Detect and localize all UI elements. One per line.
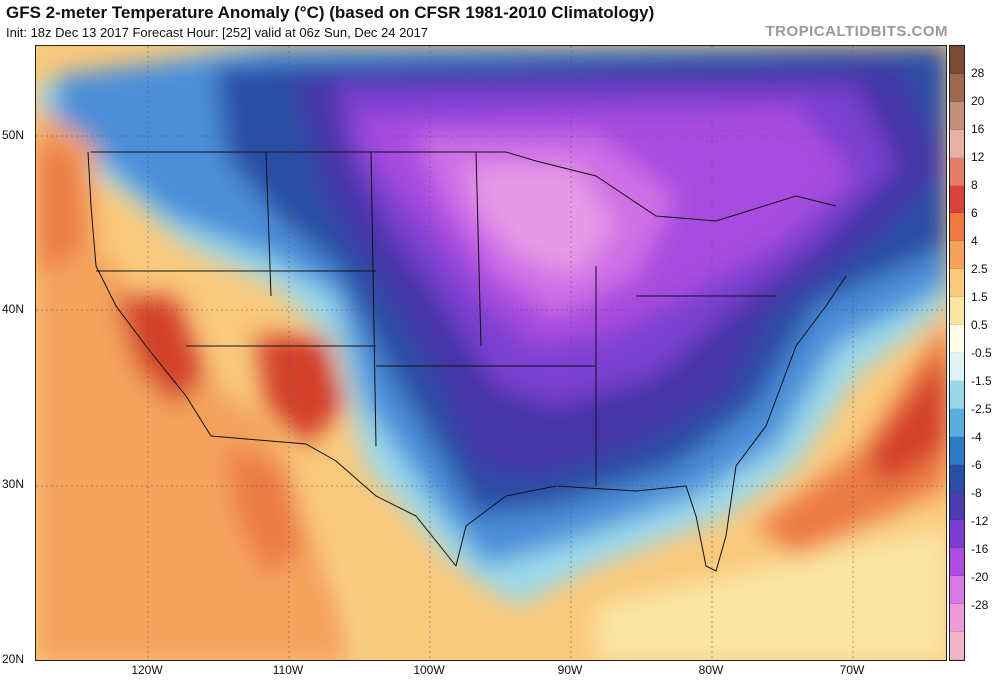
colorbar-label: 0.5 bbox=[971, 318, 988, 332]
state-line-b bbox=[370, 151, 377, 447]
colorbar-segment bbox=[950, 576, 964, 605]
anomaly-field bbox=[36, 46, 946, 660]
colorbar-segment bbox=[950, 269, 964, 298]
us-west-coast bbox=[87, 151, 212, 437]
colorbar-label: 8 bbox=[971, 178, 978, 192]
colorbar-segment bbox=[950, 297, 964, 326]
caribbean-warm-area bbox=[596, 526, 946, 660]
colorbar-segment bbox=[950, 325, 964, 353]
lat-label-30n: 30N bbox=[2, 477, 25, 491]
atlantic-warm-plume bbox=[756, 319, 946, 556]
us-gulf-east-coast bbox=[455, 275, 847, 572]
colorbar-label: 1.5 bbox=[971, 290, 988, 304]
pink-core bbox=[466, 166, 616, 276]
lon-label-80w: 80W bbox=[698, 663, 724, 677]
lat-label-50n: 50N bbox=[2, 128, 25, 142]
us-canada-border bbox=[91, 151, 837, 222]
colorbar-segment bbox=[950, 464, 964, 493]
colorbar-label: 16 bbox=[971, 122, 985, 136]
colorbar-segment bbox=[950, 520, 964, 549]
lon-label-120w: 120W bbox=[131, 663, 163, 677]
lat-label-20n: 20N bbox=[2, 652, 25, 666]
colorbar-segment bbox=[950, 241, 964, 270]
colorbar-segment bbox=[950, 604, 964, 633]
forecast-info: Init: 18z Dec 13 2017 Forecast Hour: [25… bbox=[6, 25, 429, 40]
colorbar-segment bbox=[950, 157, 964, 186]
brand-watermark: TROPICALTIDBITS.COM bbox=[765, 23, 948, 40]
state-line-c bbox=[475, 151, 482, 347]
colorbar-segment bbox=[950, 46, 964, 74]
colorbar-label: -20 bbox=[971, 570, 989, 584]
map-title: GFS 2-meter Temperature Anomaly (°C) (ba… bbox=[6, 3, 655, 22]
colorbar-label: -2.5 bbox=[971, 402, 992, 416]
boundaries bbox=[87, 151, 847, 572]
lon-label-90w: 90W bbox=[557, 663, 583, 677]
colorbar-label: -16 bbox=[971, 542, 989, 556]
atlantic-hot-core bbox=[866, 348, 946, 486]
colorbar-label: -8 bbox=[971, 486, 982, 500]
anomaly-map bbox=[35, 45, 947, 661]
colorbar bbox=[949, 45, 965, 661]
lon-label-100w: 100W bbox=[413, 663, 445, 677]
state-line-a bbox=[265, 151, 272, 297]
colorbar-segment bbox=[950, 101, 964, 130]
colorbar-label: 12 bbox=[971, 150, 985, 164]
southwest-hot-spot bbox=[256, 336, 346, 446]
lon-label-70w: 70W bbox=[839, 663, 865, 677]
colorbar-label: -0.5 bbox=[971, 346, 992, 360]
lat-label-40n: 40N bbox=[2, 302, 25, 316]
colorbar-label: 4 bbox=[971, 234, 978, 248]
colorbar-segment bbox=[950, 213, 964, 242]
colorbar-labels: 28 20 16 12 8 6 4 2.5 1.5 0.5 -0.5 -1.5 -2.5 -4 -6 -8 -1… bbox=[969, 45, 999, 661]
colorbar-segment bbox=[950, 185, 964, 214]
baja-warm-area bbox=[226, 446, 306, 576]
colorbar-segment bbox=[950, 632, 964, 660]
lon-label-110w: 110W bbox=[272, 663, 304, 677]
colorbar-segment bbox=[950, 73, 964, 102]
colorbar-label: -4 bbox=[971, 430, 982, 444]
colorbar-segment bbox=[950, 548, 964, 577]
colorbar-label: -1.5 bbox=[971, 374, 992, 388]
colorbar-label: 6 bbox=[971, 206, 978, 220]
colorbar-segment bbox=[950, 492, 964, 521]
map-canvas bbox=[36, 46, 946, 660]
graticule bbox=[36, 46, 946, 660]
colorbar-label: -6 bbox=[971, 458, 982, 472]
colorbar-segment bbox=[950, 380, 964, 409]
colorbar-label: 28 bbox=[971, 66, 985, 80]
colorbar-label: -28 bbox=[971, 598, 989, 612]
colorbar-label: -12 bbox=[971, 514, 989, 528]
colorbar-segment bbox=[950, 408, 964, 437]
colorbar-label: 2.5 bbox=[971, 262, 988, 276]
california-hot-spot bbox=[116, 296, 206, 406]
colorbar-segment bbox=[950, 129, 964, 158]
colorbar-label: 20 bbox=[971, 94, 985, 108]
colorbar-segment bbox=[950, 436, 964, 465]
colorbar-segment bbox=[950, 352, 964, 381]
pacific-warm-patch bbox=[36, 136, 86, 276]
us-mexico-border bbox=[210, 435, 457, 567]
